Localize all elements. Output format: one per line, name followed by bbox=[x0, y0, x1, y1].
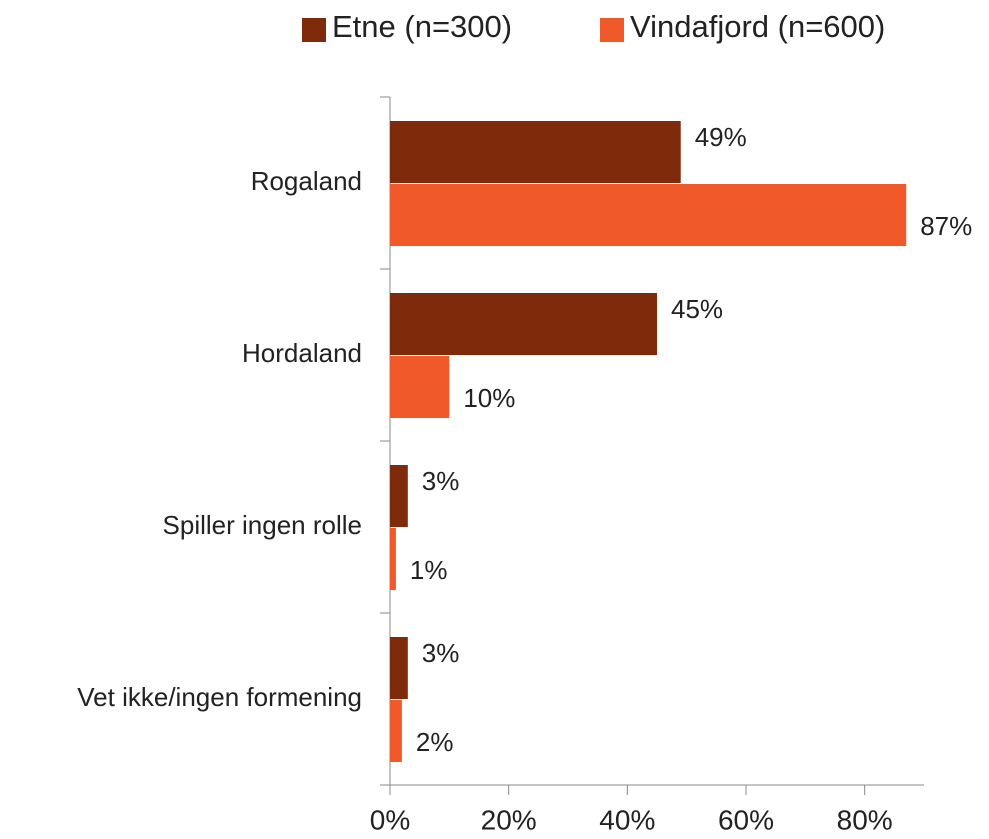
category-label: Rogaland bbox=[251, 166, 362, 196]
bar bbox=[390, 700, 402, 762]
x-tick-label: 20% bbox=[481, 804, 537, 835]
bar bbox=[390, 184, 907, 246]
bar bbox=[390, 121, 681, 183]
category-label: Spiller ingen rolle bbox=[163, 510, 362, 540]
category-label: Vet ikke/ingen formening bbox=[77, 682, 362, 712]
legend-swatch bbox=[302, 18, 326, 42]
bar bbox=[390, 465, 408, 527]
value-label: 3% bbox=[422, 638, 460, 668]
bar bbox=[390, 293, 657, 355]
bar bbox=[390, 528, 396, 590]
value-label: 10% bbox=[463, 383, 515, 413]
legend-label: Etne (n=300) bbox=[332, 9, 512, 44]
x-tick-label: 0% bbox=[370, 804, 410, 835]
bar bbox=[390, 637, 408, 699]
x-tick-label: 60% bbox=[718, 804, 774, 835]
x-tick-label: 40% bbox=[599, 804, 655, 835]
legend-label: Vindafjord (n=600) bbox=[630, 9, 885, 44]
value-label: 3% bbox=[422, 466, 460, 496]
value-label: 1% bbox=[410, 555, 448, 585]
category-label: Hordaland bbox=[242, 338, 362, 368]
value-label: 2% bbox=[416, 727, 454, 757]
value-label: 45% bbox=[671, 294, 723, 324]
x-tick-label: 80% bbox=[837, 804, 893, 835]
bar bbox=[390, 356, 450, 418]
value-label: 49% bbox=[695, 122, 747, 152]
legend-swatch bbox=[600, 18, 624, 42]
value-label: 87% bbox=[920, 211, 972, 241]
